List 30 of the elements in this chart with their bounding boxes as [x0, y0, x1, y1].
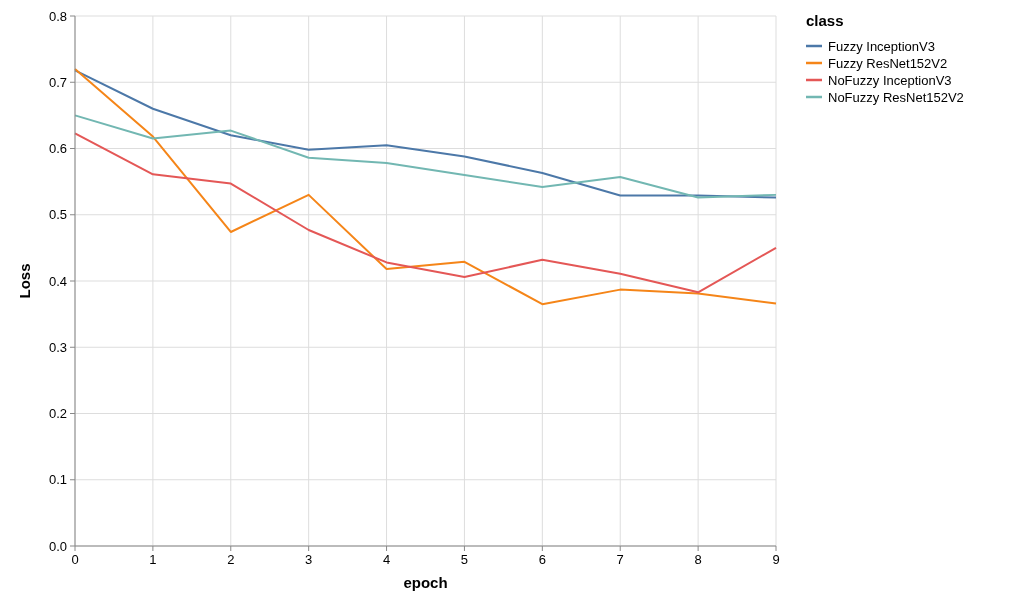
x-tick-label: 4	[382, 552, 391, 567]
y-tick-label: 0.6	[48, 141, 67, 157]
y-tick-label: 0.2	[48, 406, 67, 422]
legend-label: NoFuzzy ResNet152V2	[828, 89, 964, 105]
y-tick-label: 0.7	[48, 74, 67, 90]
line-series	[74, 132, 777, 294]
x-tick-label: 3	[305, 552, 313, 567]
y-tick-label: 0.5	[48, 207, 67, 223]
y-axis-title: Loss	[16, 263, 33, 299]
legend-label: Fuzzy InceptionV3	[828, 38, 935, 54]
x-tick-label: 5	[460, 552, 469, 567]
legend-label: NoFuzzy InceptionV3	[828, 72, 952, 88]
x-tick-label: 7	[616, 552, 624, 567]
line-series	[74, 114, 777, 199]
line-series	[74, 68, 777, 306]
y-tick-label: 0.3	[48, 339, 67, 355]
y-tick-label: 0.1	[48, 472, 67, 488]
legend-label: Fuzzy ResNet152V2	[828, 55, 948, 71]
y-tick-label: 0.4	[48, 273, 67, 289]
x-tick-label: 1	[149, 552, 157, 567]
y-tick-label: 0.8	[48, 8, 67, 24]
legend-title: class	[806, 12, 844, 29]
y-tick-label: 0.0	[48, 538, 67, 554]
line-series	[74, 69, 777, 199]
x-axis-title: epoch	[403, 574, 448, 591]
x-tick-label: 2	[227, 552, 235, 567]
x-tick-label: 9	[772, 552, 780, 567]
x-tick-label: 8	[694, 552, 702, 567]
x-tick-label: 0	[71, 552, 79, 567]
x-tick-label: 6	[538, 552, 546, 567]
